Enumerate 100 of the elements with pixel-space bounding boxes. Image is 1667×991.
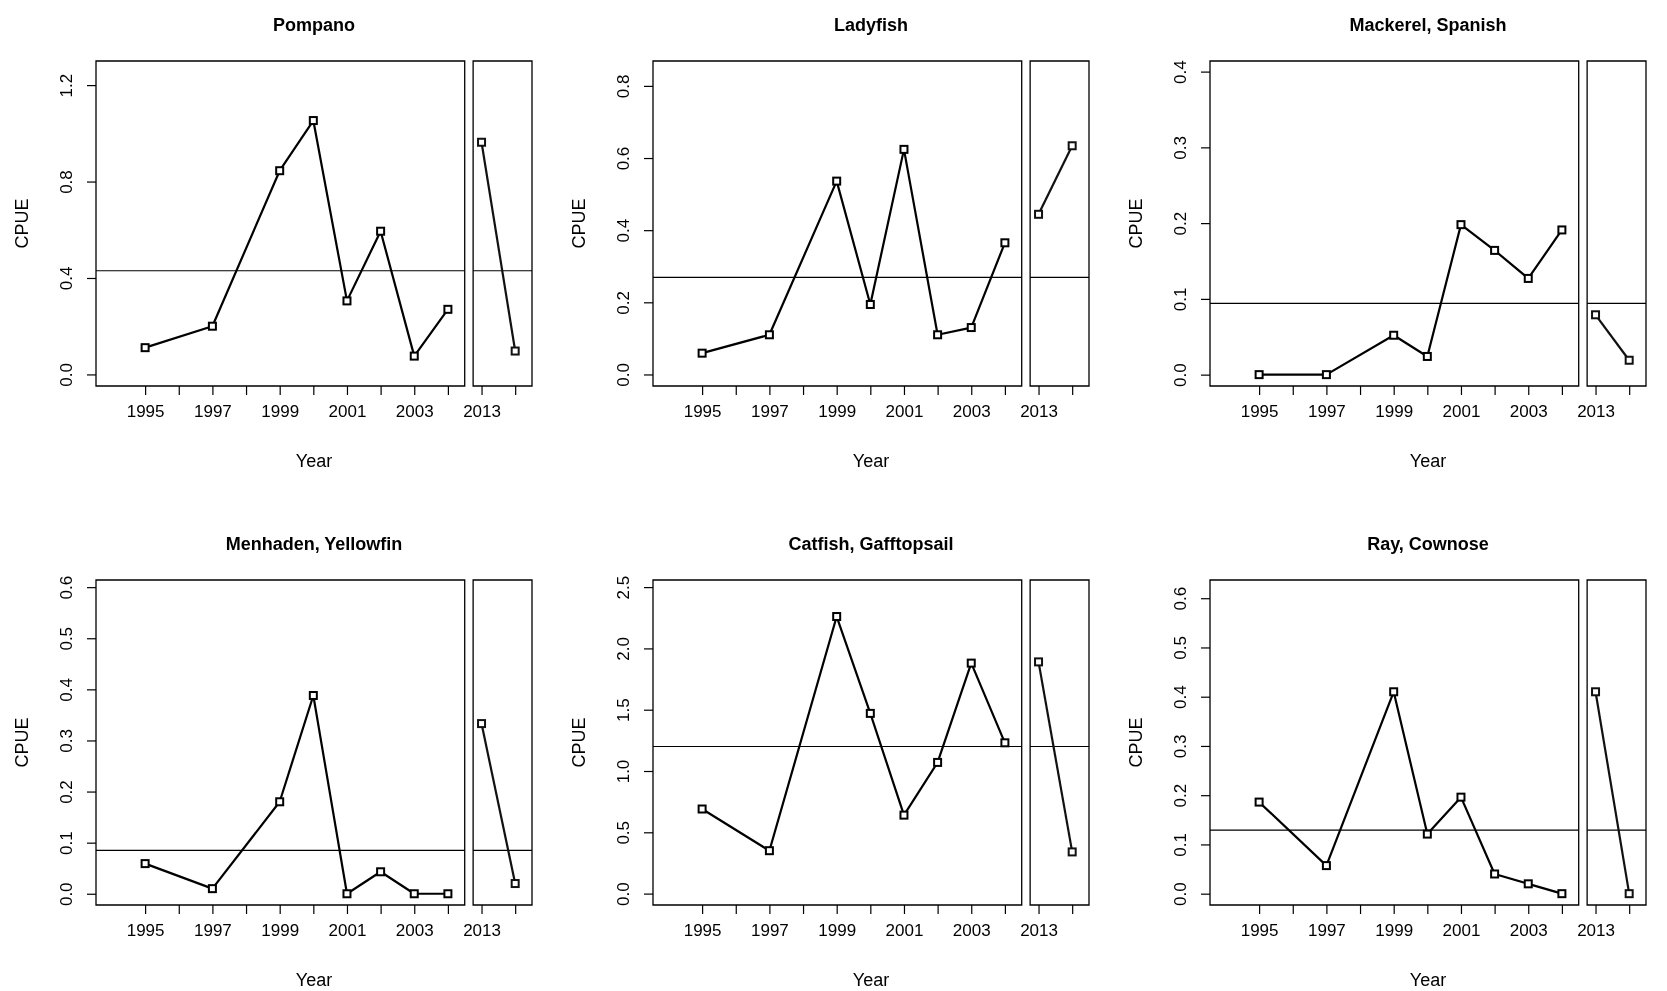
point <box>764 330 774 340</box>
point <box>865 299 875 309</box>
y-tick-label: 0.1 <box>1171 833 1190 857</box>
point <box>1422 829 1432 839</box>
y-tick-label: 0.0 <box>614 363 633 387</box>
point <box>1523 273 1533 283</box>
point <box>443 304 453 314</box>
x-tick-label: 1997 <box>750 921 789 941</box>
x-tick-label: 1995 <box>1240 402 1279 422</box>
y-tick-label: 0.6 <box>57 575 76 600</box>
x-tick-label: 2001 <box>328 921 367 941</box>
point <box>342 296 352 306</box>
y-tick-label: 0.6 <box>1171 586 1190 611</box>
point <box>409 351 419 361</box>
x-tick-label: 1999 <box>261 921 300 941</box>
point <box>1624 889 1634 899</box>
point <box>477 719 487 729</box>
point <box>1557 889 1567 899</box>
point <box>510 879 520 889</box>
y-tick-label: 0.1 <box>1171 287 1190 312</box>
point <box>1067 141 1077 151</box>
point <box>275 797 285 807</box>
y-tick-label: 0.3 <box>1171 136 1190 160</box>
y-tick-label: 0.5 <box>57 626 76 651</box>
point <box>477 137 487 147</box>
y-axis-title: CPUE <box>12 198 32 249</box>
point <box>697 804 707 814</box>
point <box>1067 847 1077 857</box>
x-tick-label: 2013 <box>463 402 501 422</box>
y-tick-label: 0.0 <box>57 363 76 387</box>
x-tick-label: 1997 <box>1307 402 1346 422</box>
y-tick-label: 0.8 <box>57 170 76 194</box>
y-tick-label: 0.0 <box>57 882 76 907</box>
y-tick-label: 0.0 <box>1171 882 1190 906</box>
y-tick-label: 0.2 <box>1171 211 1190 236</box>
point <box>275 166 285 176</box>
y-axis-title: CPUE <box>12 717 32 768</box>
point <box>1591 310 1601 320</box>
point <box>1624 355 1634 365</box>
y-tick-label: 1.0 <box>614 759 633 784</box>
point <box>1034 657 1044 667</box>
x-tick-label: 2003 <box>952 402 991 422</box>
x-tick-label: 2003 <box>395 402 434 422</box>
x-tick-label: 1999 <box>818 402 857 422</box>
x-tick-label: 1997 <box>1307 921 1346 941</box>
x-tick-label: 1995 <box>683 921 722 941</box>
x-tick-label: 1999 <box>818 921 857 941</box>
x-tick-label: 2003 <box>1509 921 1548 941</box>
y-tick-label: 0.3 <box>1171 734 1190 759</box>
y-tick-label: 0.2 <box>57 780 76 804</box>
point <box>1490 869 1500 879</box>
x-tick-label: 2003 <box>952 921 991 941</box>
chart-title: Pompano <box>272 15 356 35</box>
chart-title: Ladyfish <box>833 15 909 35</box>
y-tick-label: 0.4 <box>1171 60 1190 84</box>
point <box>1490 245 1500 255</box>
y-tick-label: 0.2 <box>614 290 633 315</box>
point <box>140 859 150 869</box>
point <box>1321 370 1331 380</box>
point <box>966 323 976 333</box>
y-tick-label: 2.5 <box>614 575 633 600</box>
y-tick-label: 0.4 <box>57 678 76 702</box>
point <box>308 116 318 126</box>
x-tick-label: 1995 <box>683 402 722 422</box>
point <box>832 612 842 622</box>
x-tick-label: 2001 <box>328 402 367 422</box>
x-tick-label: 1997 <box>193 921 232 941</box>
y-tick-label: 0.2 <box>1171 783 1190 808</box>
point <box>1000 238 1010 248</box>
point <box>697 348 707 358</box>
x-tick-label: 2013 <box>1577 402 1615 422</box>
x-axis-title: Year <box>852 970 890 990</box>
point <box>899 810 909 820</box>
point <box>308 690 318 700</box>
point <box>1254 797 1264 807</box>
point <box>764 846 774 856</box>
y-tick-label: 0.1 <box>57 831 76 855</box>
y-axis-title: CPUE <box>569 198 589 249</box>
point <box>140 343 150 353</box>
point <box>1034 209 1044 219</box>
point <box>1389 330 1399 340</box>
y-tick-label: 0.0 <box>1171 363 1190 387</box>
point <box>1591 687 1601 697</box>
point <box>207 321 217 331</box>
y-axis-title: CPUE <box>1126 717 1146 768</box>
x-tick-label: 1999 <box>261 402 300 422</box>
x-tick-label: 2001 <box>885 402 924 422</box>
y-tick-label: 0.4 <box>1171 685 1190 710</box>
point <box>933 757 943 767</box>
point <box>1422 351 1432 361</box>
x-tick-label: 1997 <box>750 402 789 422</box>
x-axis-title: Year <box>1409 451 1447 471</box>
x-tick-label: 2001 <box>1442 402 1481 422</box>
point <box>510 346 520 356</box>
point <box>207 884 217 894</box>
x-axis-title: Year <box>295 451 333 471</box>
x-tick-label: 1995 <box>126 921 165 941</box>
x-tick-label: 1995 <box>126 402 165 422</box>
y-tick-label: 0.0 <box>614 882 633 906</box>
point <box>899 144 909 154</box>
